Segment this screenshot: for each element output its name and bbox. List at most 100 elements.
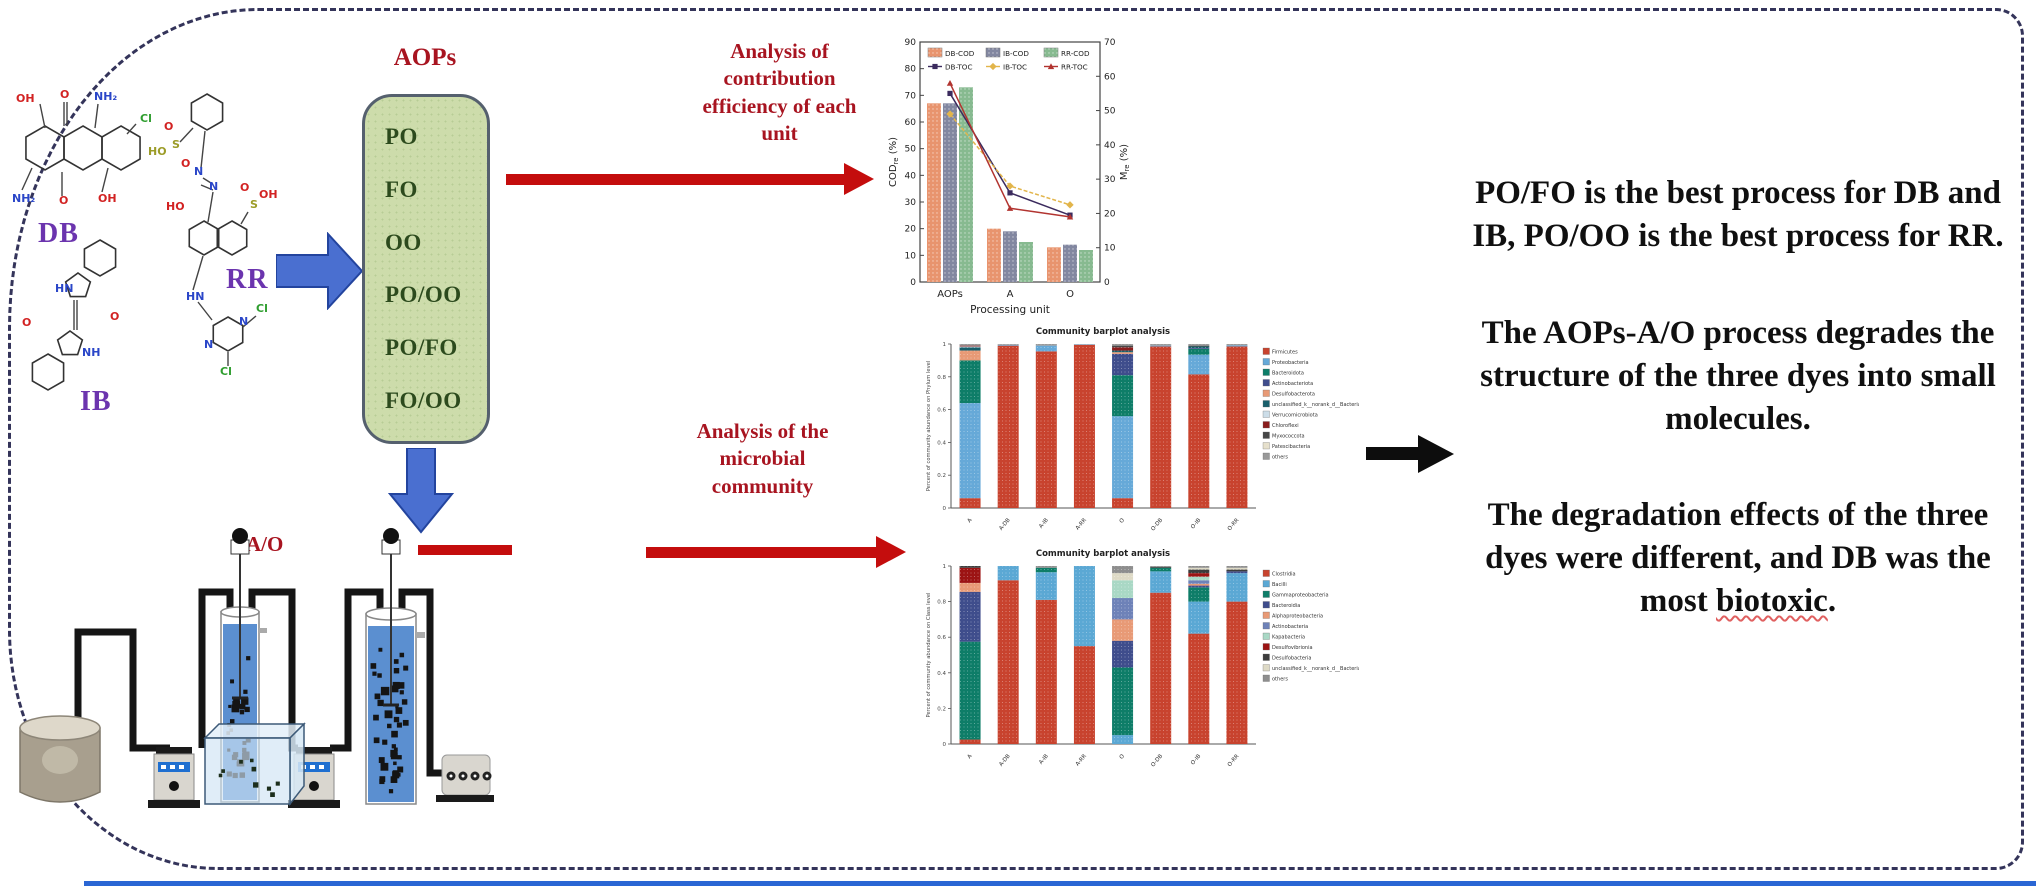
aops-item: PO	[385, 124, 418, 150]
atom-label: O	[164, 120, 173, 133]
svg-text:Mre (%): Mre (%)	[1119, 144, 1131, 180]
sample-tick-label: A-IB	[1038, 753, 1050, 765]
svg-text:Bacilli: Bacilli	[1272, 582, 1287, 588]
svg-text:Actinobacteriota: Actinobacteriota	[1272, 381, 1313, 387]
svg-text:RR-TOC: RR-TOC	[1061, 63, 1088, 72]
phylum-barplot: Community barplot analysis 0 0.2 0.4 0.6 0.8 1…	[926, 327, 1359, 532]
conclusion-3: The degradation effects of the three dye…	[1485, 497, 1991, 620]
dye-label-db: DB	[38, 218, 79, 249]
biotoxic-underlined: biotoxic	[1716, 583, 1828, 620]
stirring-motor-2	[381, 528, 401, 555]
sample-tick-label: A-RR	[1075, 753, 1088, 767]
sample-tick-label: O-RR	[1227, 753, 1241, 768]
svg-text:Processing unit: Processing unit	[970, 304, 1050, 316]
atom-label: O	[181, 157, 190, 170]
svg-text:10: 10	[905, 251, 917, 261]
svg-text:Firmicutes: Firmicutes	[1272, 350, 1298, 356]
svg-text:Bacteroidia: Bacteroidia	[1272, 603, 1300, 609]
svg-text:60: 60	[905, 118, 917, 128]
svg-text:0: 0	[943, 506, 947, 512]
sample-tick-label: O	[1119, 753, 1127, 761]
atom-label: N	[204, 338, 213, 351]
black-arrow-shaft-icon	[1366, 447, 1418, 460]
svg-text:RR-COD: RR-COD	[1061, 49, 1090, 58]
sample-tick-label: O-IB	[1190, 517, 1202, 530]
aops-item: OO	[385, 229, 422, 255]
sample-tick-label: O-DB	[1150, 753, 1164, 768]
svg-text:Clostridia: Clostridia	[1272, 572, 1296, 578]
svg-text:80: 80	[905, 65, 917, 75]
svg-text:Desulfobacterota: Desulfobacterota	[1272, 392, 1315, 398]
svg-text:Verrucomicrobiota: Verrucomicrobiota	[1272, 413, 1318, 419]
svg-text:0: 0	[910, 278, 916, 288]
dye-label-ib: IB	[80, 386, 112, 417]
svg-text:50: 50	[1104, 107, 1116, 117]
atom-label: OH	[259, 188, 278, 201]
ao-process-label: A/O	[246, 532, 284, 556]
atom-label: HO	[148, 145, 167, 158]
sample-tick-label: A-DB	[998, 753, 1012, 767]
svg-text:0.2: 0.2	[937, 706, 946, 712]
svg-text:Community barplot analysis: Community barplot analysis	[1036, 327, 1170, 337]
svg-text:others: others	[1272, 455, 1288, 461]
feed-tank	[19, 715, 101, 803]
svg-text:1: 1	[943, 342, 947, 348]
sample-tick-label: A	[967, 517, 974, 524]
bottom-rule	[84, 881, 2036, 886]
red-arrow-shaft-icon	[506, 174, 844, 185]
cod-toc-chart: 0 10 20 30 40 50 60 70 80 90 0 10 20 30 40 50 60 70 DB-COD…	[888, 38, 1131, 316]
svg-text:70: 70	[905, 91, 917, 101]
aops-item: FO	[385, 176, 418, 202]
svg-text:0.4: 0.4	[937, 440, 946, 446]
svg-text:others: others	[1272, 677, 1288, 683]
water-bath	[203, 722, 306, 807]
svg-text:0.6: 0.6	[937, 408, 946, 414]
sample-tick-label: O-IB	[1190, 753, 1202, 766]
svg-text:CODre (%): CODre (%)	[888, 137, 900, 187]
svg-text:Actinobacteria: Actinobacteria	[1272, 624, 1308, 630]
annotation-contribution: Analysis of contribution efficiency of e…	[702, 39, 857, 145]
blue-arrow-down-icon	[388, 448, 454, 534]
sample-tick-label: O-RR	[1227, 517, 1241, 532]
black-arrow-head-icon	[1418, 435, 1454, 473]
pump-stirrer-1	[148, 747, 200, 808]
atom-label: S	[250, 198, 258, 211]
conclusions-block: PO/FO is the best process for DB and IB,…	[1460, 172, 2016, 623]
atom-label: N	[239, 315, 248, 328]
atom-label: O	[240, 181, 249, 194]
atom-label: O	[22, 316, 31, 329]
aeration-pump	[436, 754, 494, 802]
svg-text:DB-TOC: DB-TOC	[945, 63, 972, 72]
svg-text:Myxococcota: Myxococcota	[1272, 434, 1305, 440]
red-line-segment-icon	[418, 545, 512, 555]
atom-label: NH₂	[94, 90, 117, 103]
red-arrow2-head-icon	[876, 536, 906, 568]
sample-tick-label: O	[1119, 517, 1127, 525]
sample-tick-label: A-IB	[1038, 517, 1050, 529]
svg-text:30: 30	[905, 198, 917, 208]
svg-text:10: 10	[1104, 244, 1116, 254]
conclusion-1: PO/FO is the best process for DB and IB,…	[1472, 175, 2004, 254]
atom-label: N	[209, 180, 218, 193]
svg-text:Kapabacteria: Kapabacteria	[1272, 635, 1305, 641]
svg-text:Percent of community abundance: Percent of community abundance on Class …	[926, 593, 932, 718]
svg-text:40: 40	[905, 171, 917, 181]
atom-label: HN	[55, 282, 73, 295]
red-arrow2-shaft-icon	[646, 547, 876, 558]
svg-text:1: 1	[943, 564, 947, 570]
aops-item: PO/OO	[385, 282, 462, 308]
svg-text:DB-COD: DB-COD	[945, 49, 975, 58]
stirring-motor-1	[230, 528, 250, 555]
aops-item: PO/FO	[385, 334, 458, 360]
aops-title: AOPs	[393, 44, 457, 71]
svg-text:IB-TOC: IB-TOC	[1003, 63, 1027, 72]
svg-text:40: 40	[1104, 141, 1116, 151]
svg-text:Alphaproteobacteria: Alphaproteobacteria	[1272, 614, 1323, 620]
aops-item: FO/OO	[385, 387, 462, 413]
sample-tick-label: A-RR	[1075, 517, 1088, 531]
svg-text:30: 30	[1104, 175, 1116, 185]
sample-tick-label: O-DB	[1150, 517, 1164, 532]
atom-label: O	[59, 194, 68, 207]
red-arrow-head-icon	[844, 163, 874, 195]
